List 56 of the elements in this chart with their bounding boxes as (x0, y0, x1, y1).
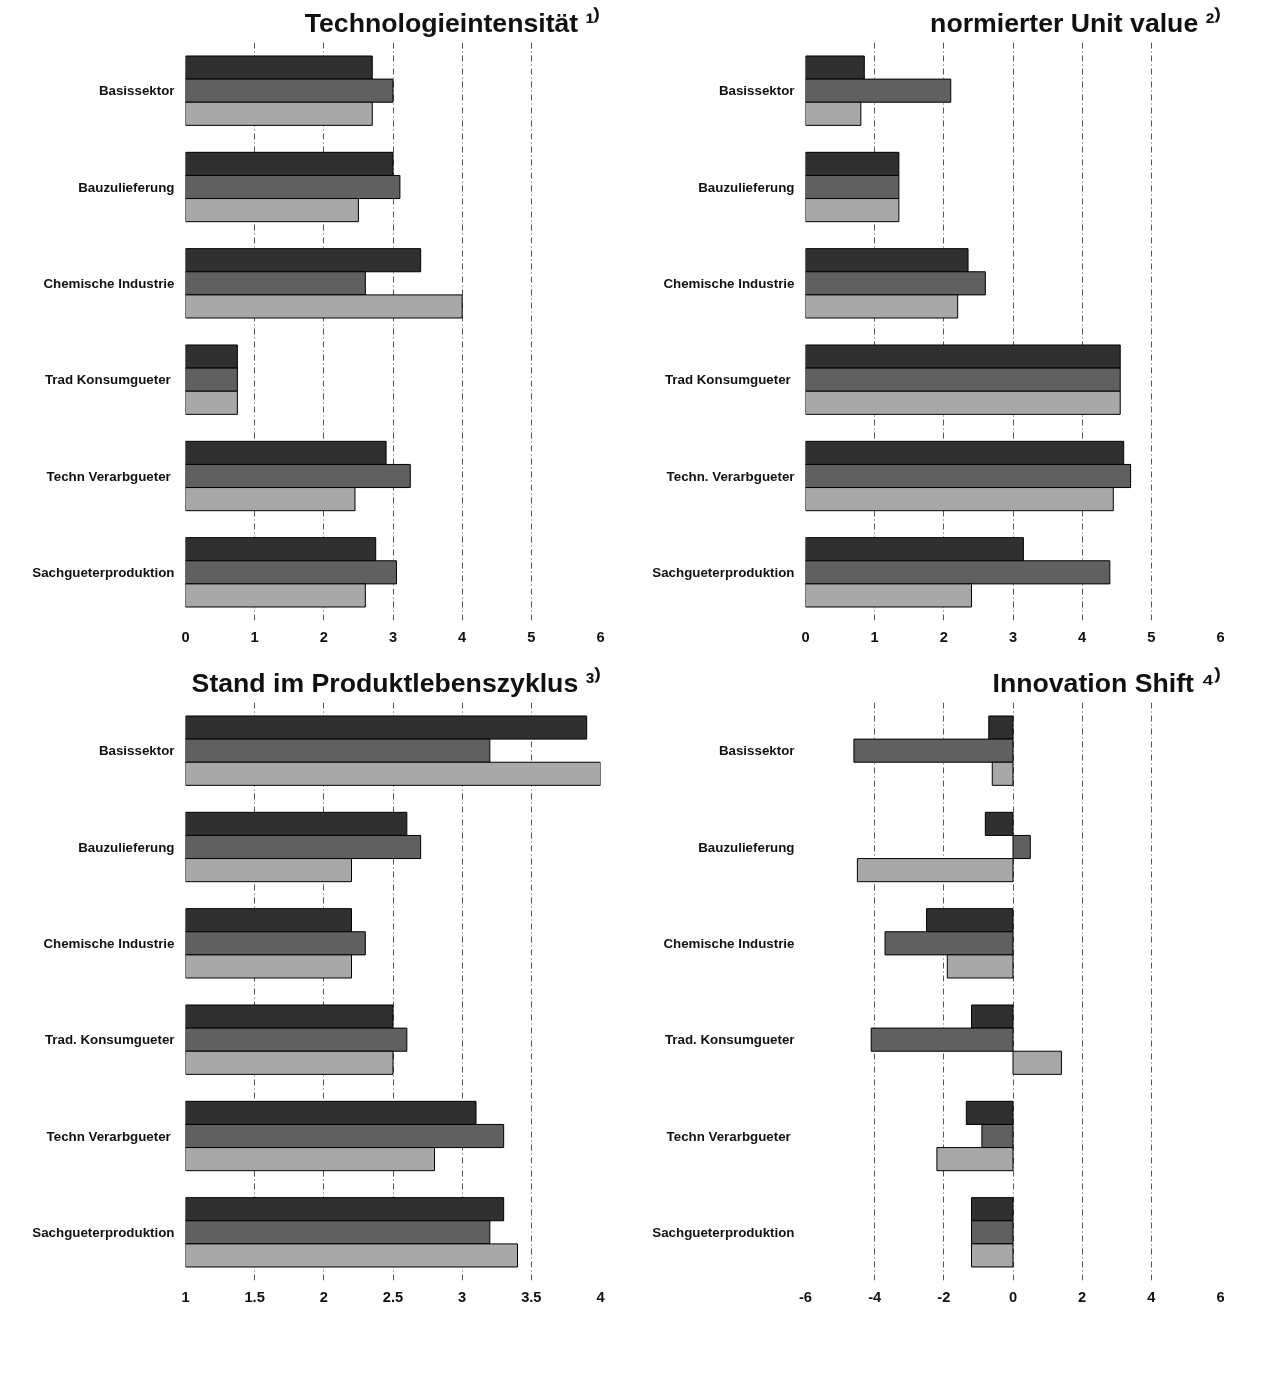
y-tick-label: Sachgueterproduktion (652, 564, 795, 580)
y-tick-label: Chemische Industrie (43, 275, 175, 291)
y-tick-label: Sachgueterproduktion (32, 564, 175, 580)
x-tick-label: 6 (1216, 1288, 1225, 1305)
x-tick-label: 3.5 (521, 1288, 542, 1305)
y-tick-label: Bauzulieferung (78, 839, 175, 855)
x-tick-label: 4 (458, 628, 468, 645)
y-tick-label: Sachgueterproduktion (652, 1224, 795, 1240)
x-tick-label: 6 (596, 628, 605, 645)
x-tick-label: 1 (181, 1288, 190, 1305)
y-tick-label: Basissektor (98, 83, 175, 99)
y-tick-label: Basissektor (718, 83, 795, 99)
chart-title: normierter Unit value ²⁾ (930, 6, 1221, 38)
x-tick-label: 4 (596, 1288, 606, 1305)
y-tick-label: Bauzulieferung (698, 839, 795, 855)
y-tick-label: Techn Verarbgueter (666, 1128, 791, 1144)
x-tick-label: 4 (1147, 1288, 1157, 1305)
y-tick-label: Trad Konsumgueter (44, 372, 171, 388)
y-tick-label: Sachgueterproduktion (32, 1224, 175, 1240)
x-tick-label: 3 (1008, 628, 1018, 645)
x-tick-label: 3 (458, 1288, 467, 1305)
y-tick-label: Techn. Verarbgueter (666, 468, 795, 484)
y-tick-label: Bauzulieferung (698, 179, 795, 195)
y-tick-label: Trad. Konsumgueter (44, 1032, 175, 1048)
x-tick-label: 1 (870, 628, 879, 645)
y-tick-label: Techn Verarbgueter (46, 468, 171, 484)
x-tick-label: 5 (527, 628, 536, 645)
x-tick-label: 1.5 (244, 1288, 265, 1305)
y-tick-label: Chemische Industrie (43, 935, 175, 951)
y-tick-label: Trad. Konsumgueter (664, 1032, 795, 1048)
x-tick-label: 1 (250, 628, 259, 645)
x-tick-label: 4 (1078, 628, 1088, 645)
y-tick-label: Chemische Industrie (663, 275, 795, 291)
x-tick-label: 0 (181, 628, 190, 645)
y-tick-label: Basissektor (98, 743, 175, 759)
x-tick-label: 2 (1078, 1288, 1087, 1305)
y-tick-label: Chemische Industrie (663, 935, 795, 951)
y-tick-label: Trad Konsumgueter (664, 372, 791, 388)
x-tick-label: -4 (868, 1288, 883, 1305)
chart-title: Technologieintensität ¹⁾ (304, 6, 601, 38)
y-tick-label: Basissektor (718, 743, 795, 759)
x-tick-label: 6 (1216, 628, 1225, 645)
x-tick-label: 5 (1147, 628, 1156, 645)
x-tick-label: 3 (388, 628, 398, 645)
chart-title: Innovation Shift ⁴⁾ (992, 666, 1221, 698)
x-tick-label: -2 (937, 1288, 951, 1305)
x-tick-label: 2 (939, 628, 948, 645)
chart-title: Stand im Produktlebenszyklus ³⁾ (191, 666, 601, 698)
x-tick-label: -6 (798, 1288, 813, 1305)
x-tick-label: 2 (319, 1288, 328, 1305)
x-tick-label: 0 (1008, 1288, 1018, 1305)
x-tick-label: 2.5 (382, 1288, 404, 1305)
x-tick-label: 2 (319, 628, 328, 645)
y-tick-label: Techn Verarbgueter (46, 1128, 171, 1144)
x-tick-label: 0 (801, 628, 810, 645)
y-tick-label: Bauzulieferung (78, 179, 175, 195)
